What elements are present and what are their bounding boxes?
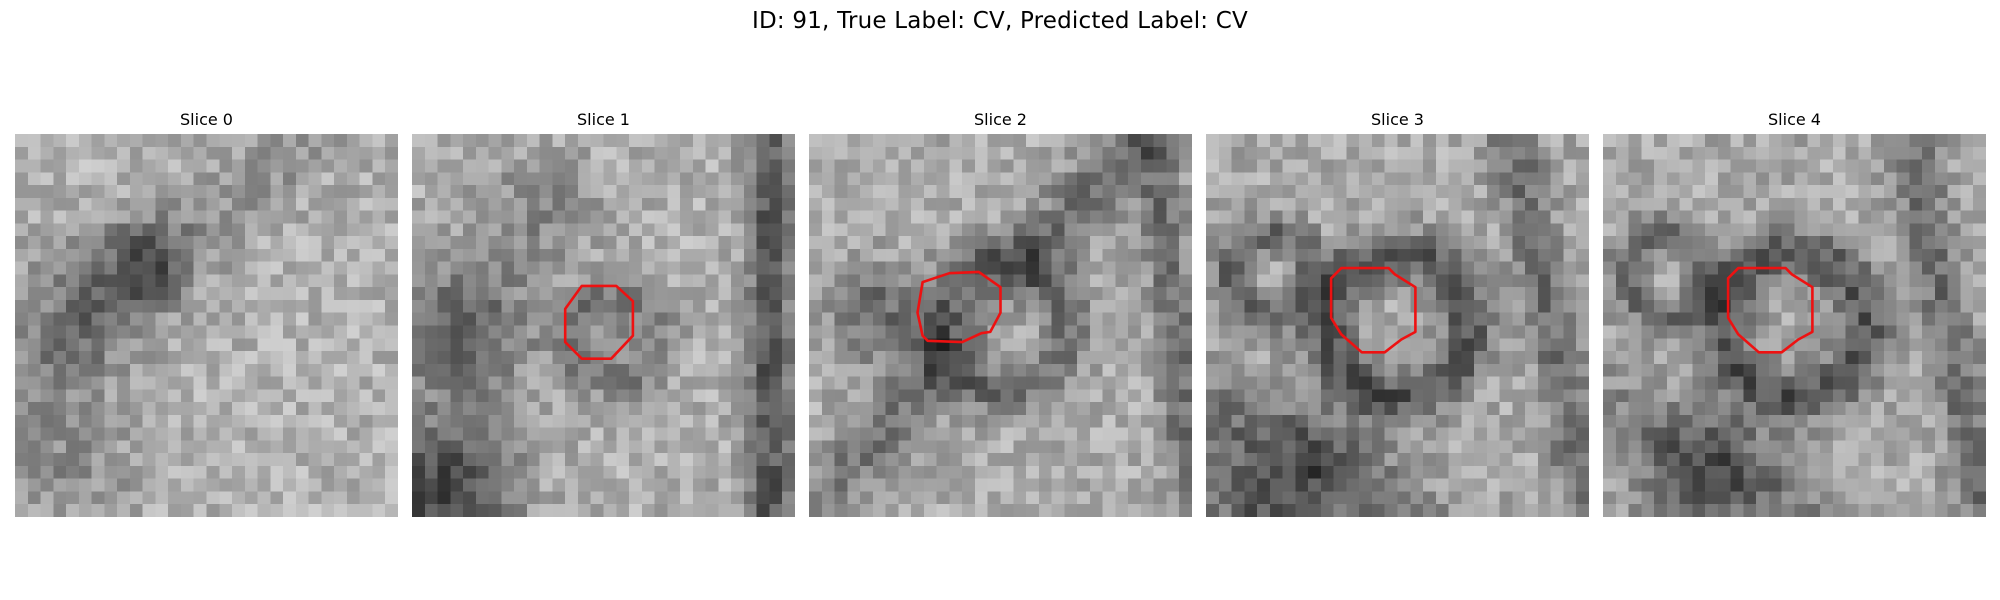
segmentation-contour	[916, 270, 1002, 344]
slice-image	[1206, 134, 1589, 517]
segmentation-contour	[1329, 266, 1417, 354]
segmentation-contour	[563, 284, 635, 360]
slice-image	[1603, 134, 1986, 517]
slice-title: Slice 0	[180, 110, 233, 129]
slice-title: Slice 2	[974, 110, 1027, 129]
slice-title: Slice 1	[577, 110, 630, 129]
segmentation-contour	[1726, 266, 1814, 354]
figure-title: ID: 91, True Label: CV, Predicted Label:…	[752, 8, 1248, 34]
slice-title: Slice 3	[1371, 110, 1424, 129]
slice-image	[15, 134, 398, 517]
slice-image	[809, 134, 1192, 517]
slice-title: Slice 4	[1768, 110, 1821, 129]
slice-image	[412, 134, 795, 517]
